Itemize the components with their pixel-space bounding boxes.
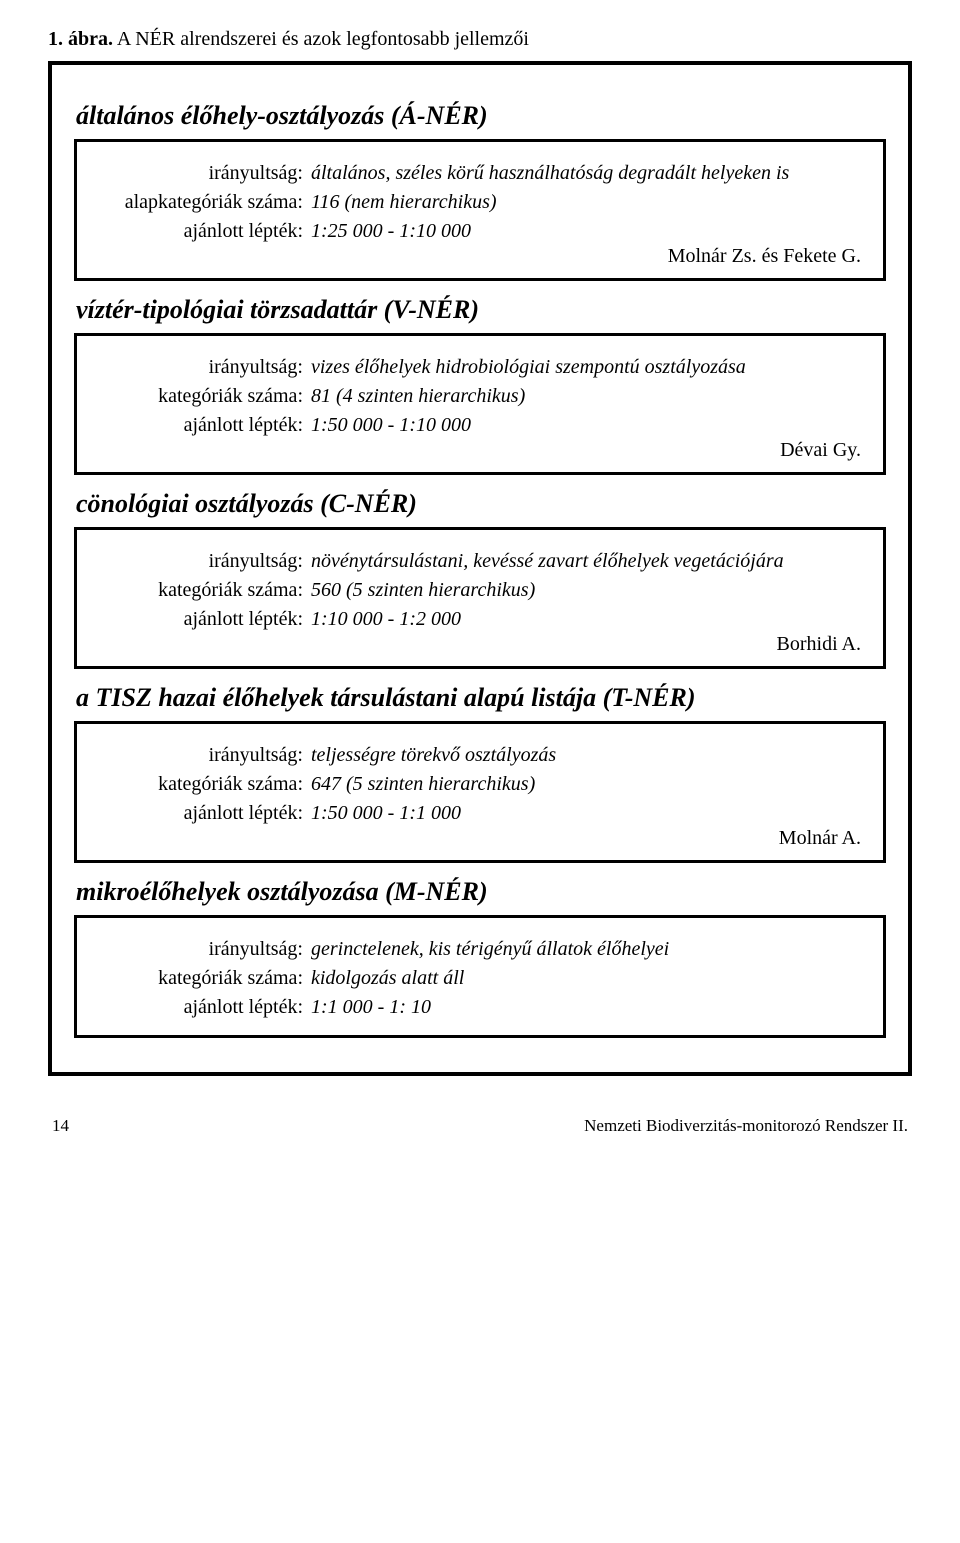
row-value: 560 (5 szinten hierarchikus) (311, 579, 867, 602)
row-label: irányultság: (93, 162, 311, 185)
data-row: ajánlott lépték: 1:10 000 - 1:2 000 (93, 608, 867, 631)
row-value: 1:25 000 - 1:10 000 (311, 220, 867, 243)
author-row: Borhidi A. (93, 633, 867, 656)
row-value: 1:10 000 - 1:2 000 (311, 608, 867, 631)
section-title: víztér-tipológiai törzsadattár (V-NÉR) (76, 295, 886, 325)
page-footer: 14 Nemzeti Biodiverzitás-monitorozó Rend… (48, 1116, 912, 1136)
page: 1. ábra. A NÉR alrendszerei és azok legf… (0, 0, 960, 1156)
row-label: ajánlott lépték: (93, 414, 311, 437)
data-row: irányultság: teljességre törekvő osztály… (93, 744, 867, 767)
author-name: Dévai Gy. (780, 439, 867, 462)
data-row: irányultság: növénytársulástani, kevéssé… (93, 550, 867, 573)
data-row: kategóriák száma: 81 (4 szinten hierarch… (93, 385, 867, 408)
author-name: Borhidi A. (777, 633, 867, 656)
section-title: mikroélőhelyek osztályozása (M-NÉR) (76, 877, 886, 907)
author-row: Dévai Gy. (93, 439, 867, 462)
row-label: ajánlott lépték: (93, 608, 311, 631)
data-row: ajánlott lépték: 1:50 000 - 1:1 000 (93, 802, 867, 825)
row-label: irányultság: (93, 938, 311, 961)
data-row: alapkategóriák száma: 116 (nem hierarchi… (93, 191, 867, 214)
row-label: kategóriák száma: (93, 385, 311, 408)
data-row: irányultság: vizes élőhelyek hidrobiológ… (93, 356, 867, 379)
data-row: kategóriák száma: 560 (5 szinten hierarc… (93, 579, 867, 602)
row-value: 81 (4 szinten hierarchikus) (311, 385, 867, 408)
section-box: irányultság: általános, széles körű hasz… (74, 139, 886, 281)
section-title: a TISZ hazai élőhelyek társulástani alap… (76, 683, 886, 713)
section-box: irányultság: növénytársulástani, kevéssé… (74, 527, 886, 669)
row-label: irányultság: (93, 550, 311, 573)
data-row: kategóriák száma: 647 (5 szinten hierarc… (93, 773, 867, 796)
section-title: cönológiai osztályozás (C-NÉR) (76, 489, 886, 519)
row-label: irányultság: (93, 356, 311, 379)
row-value: 1:50 000 - 1:1 000 (311, 802, 867, 825)
row-value: 1:50 000 - 1:10 000 (311, 414, 867, 437)
data-row: ajánlott lépték: 1:50 000 - 1:10 000 (93, 414, 867, 437)
row-value: kidolgozás alatt áll (311, 967, 867, 990)
section-title: általános élőhely-osztályozás (Á-NÉR) (76, 101, 886, 131)
author-row: Molnár Zs. és Fekete G. (93, 245, 867, 268)
row-label: alapkategóriák száma: (93, 191, 311, 214)
figure-caption: 1. ábra. A NÉR alrendszerei és azok legf… (48, 28, 912, 51)
row-label: irányultság: (93, 744, 311, 767)
caption-text: A NÉR alrendszerei és azok legfontosabb … (113, 28, 529, 50)
data-row: ajánlott lépték: 1:25 000 - 1:10 000 (93, 220, 867, 243)
section-box: irányultság: vizes élőhelyek hidrobiológ… (74, 333, 886, 475)
row-label: kategóriák száma: (93, 967, 311, 990)
row-value: 116 (nem hierarchikus) (311, 191, 867, 214)
author-row: Molnár A. (93, 827, 867, 850)
data-row: ajánlott lépték: 1:1 000 - 1: 10 (93, 996, 867, 1019)
row-value: vizes élőhelyek hidrobiológiai szempontú… (311, 356, 867, 379)
footer-title: Nemzeti Biodiverzitás-monitorozó Rendsze… (584, 1116, 908, 1136)
row-label: ajánlott lépték: (93, 802, 311, 825)
row-value: 1:1 000 - 1: 10 (311, 996, 867, 1019)
author-name: Molnár A. (779, 827, 867, 850)
section-box: irányultság: teljességre törekvő osztály… (74, 721, 886, 863)
row-value: gerinctelenek, kis térigényű állatok élő… (311, 938, 867, 961)
row-value: teljességre törekvő osztályozás (311, 744, 867, 767)
data-row: irányultság: gerinctelenek, kis térigény… (93, 938, 867, 961)
row-value: 647 (5 szinten hierarchikus) (311, 773, 867, 796)
page-number: 14 (52, 1116, 69, 1136)
data-row: kategóriák száma: kidolgozás alatt áll (93, 967, 867, 990)
row-label: ajánlott lépték: (93, 220, 311, 243)
row-label: kategóriák száma: (93, 773, 311, 796)
outer-frame: általános élőhely-osztályozás (Á-NÉR) ir… (48, 61, 912, 1076)
author-name: Molnár Zs. és Fekete G. (668, 245, 867, 268)
section-box: irányultság: gerinctelenek, kis térigény… (74, 915, 886, 1038)
row-label: kategóriák száma: (93, 579, 311, 602)
caption-number: 1. ábra. (48, 28, 113, 50)
data-row: irányultság: általános, széles körű hasz… (93, 162, 867, 185)
row-label: ajánlott lépték: (93, 996, 311, 1019)
row-value: általános, széles körű használhatóság de… (311, 162, 867, 185)
row-value: növénytársulástani, kevéssé zavart élőhe… (311, 550, 867, 573)
